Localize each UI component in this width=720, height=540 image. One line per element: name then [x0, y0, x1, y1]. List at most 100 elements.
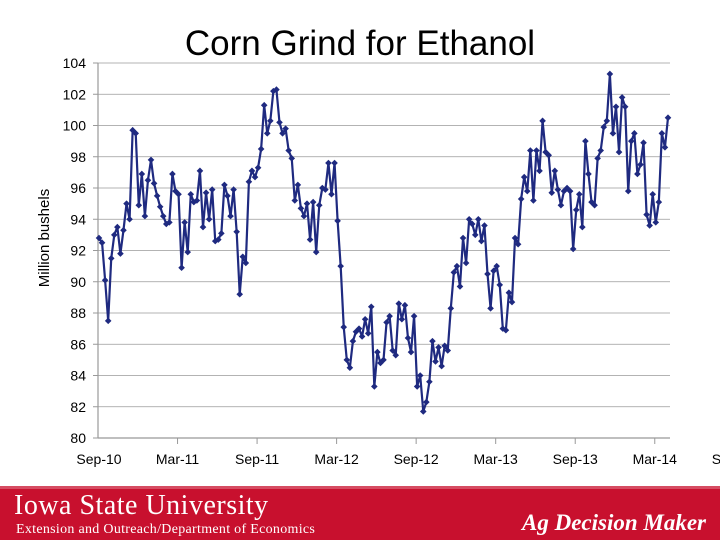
data-point — [248, 167, 256, 175]
data-point — [175, 190, 182, 198]
data-point — [150, 180, 158, 187]
data-point — [643, 211, 650, 218]
data-point — [315, 201, 323, 209]
data-point — [364, 330, 372, 337]
data-point — [627, 137, 635, 145]
data-point — [367, 303, 375, 311]
data-point — [462, 259, 470, 267]
department-text: Extension and Outreach/Department of Eco… — [16, 522, 316, 537]
y-tick-label: 94 — [70, 211, 86, 227]
data-point — [631, 130, 638, 137]
data-point — [300, 212, 308, 220]
data-point — [337, 262, 344, 270]
y-axis-ticks: 80 82 84 86 88 90 92 94 96 98 100 102 104 — [63, 55, 98, 446]
data-point — [395, 300, 403, 307]
data-point — [184, 248, 192, 256]
data-point — [101, 276, 109, 284]
data-point — [419, 408, 427, 415]
data-point — [273, 86, 280, 93]
y-tick-label: 82 — [70, 399, 86, 415]
data-point — [618, 94, 626, 101]
data-point — [374, 348, 381, 356]
data-point — [468, 220, 476, 228]
data-point — [98, 239, 106, 246]
data-point — [527, 147, 534, 154]
data-point — [196, 167, 204, 175]
data-point — [117, 250, 124, 257]
data-point — [523, 187, 531, 195]
data-point — [508, 298, 516, 306]
data-point — [438, 362, 445, 370]
data-point — [358, 333, 366, 340]
data-point — [490, 267, 497, 275]
y-tick-label: 98 — [70, 149, 86, 165]
data-point — [392, 351, 400, 359]
data-point — [334, 217, 341, 225]
data-point — [325, 159, 332, 167]
data-point — [603, 117, 611, 125]
data-point — [166, 219, 173, 226]
data-point — [591, 201, 598, 209]
data-point — [193, 197, 201, 204]
data-point — [340, 323, 348, 331]
data-point — [585, 170, 592, 178]
data-point — [153, 192, 161, 200]
data-point — [147, 156, 155, 164]
data-point — [423, 398, 430, 406]
data-point — [542, 148, 549, 156]
data-point — [410, 312, 418, 320]
y-tick-label: 88 — [70, 305, 86, 321]
data-point — [404, 334, 412, 342]
y-tick-label: 86 — [70, 336, 86, 352]
data-point — [624, 187, 632, 195]
data-point — [306, 236, 314, 243]
data-point — [398, 315, 406, 323]
data-point — [579, 223, 586, 231]
data-point — [371, 383, 378, 390]
data-point — [156, 203, 164, 211]
data-point — [582, 137, 589, 145]
data-point — [343, 356, 351, 364]
data-point — [178, 264, 185, 271]
data-point — [331, 159, 338, 167]
data-point — [309, 198, 317, 206]
x-axis-ticks: Sep-10 Mar-11 Sep-11 Mar-12 Sep-12 Mar-13 Sep-… — [76, 438, 720, 467]
data-point — [450, 269, 458, 276]
data-point — [389, 347, 396, 354]
data-point — [328, 190, 335, 198]
x-tick-label: Sep-10 — [76, 451, 121, 467]
data-point — [649, 190, 657, 198]
data-point — [132, 130, 140, 137]
data-point — [322, 186, 329, 193]
data-point — [444, 347, 452, 354]
y-tick-label: 92 — [70, 243, 86, 259]
data-point — [221, 181, 228, 189]
data-point — [465, 215, 473, 223]
x-tick-label: Sep-11 — [235, 451, 279, 467]
data-point — [429, 337, 436, 345]
y-tick-label: 84 — [70, 368, 86, 384]
data-point — [496, 281, 504, 289]
data-point — [661, 144, 669, 151]
university-logo-text: Iowa State University — [14, 490, 269, 521]
data-point — [361, 315, 369, 323]
data-point — [652, 219, 660, 226]
data-point — [416, 372, 424, 379]
data-point — [138, 170, 146, 178]
data-point — [554, 186, 562, 193]
data-point — [282, 125, 289, 132]
data-point — [471, 231, 479, 239]
data-point — [658, 130, 666, 137]
data-point — [144, 176, 152, 184]
x-tick-label: Sep-12 — [394, 451, 439, 467]
data-point — [254, 164, 262, 171]
data-point — [530, 197, 537, 204]
y-tick-label: 96 — [70, 180, 86, 196]
x-tick-label: Sep-13 — [553, 451, 598, 467]
data-point — [224, 192, 231, 200]
data-point — [557, 201, 565, 209]
data-point — [257, 145, 265, 153]
data-point — [181, 219, 188, 226]
data-point — [279, 130, 286, 137]
data-point — [242, 259, 250, 267]
